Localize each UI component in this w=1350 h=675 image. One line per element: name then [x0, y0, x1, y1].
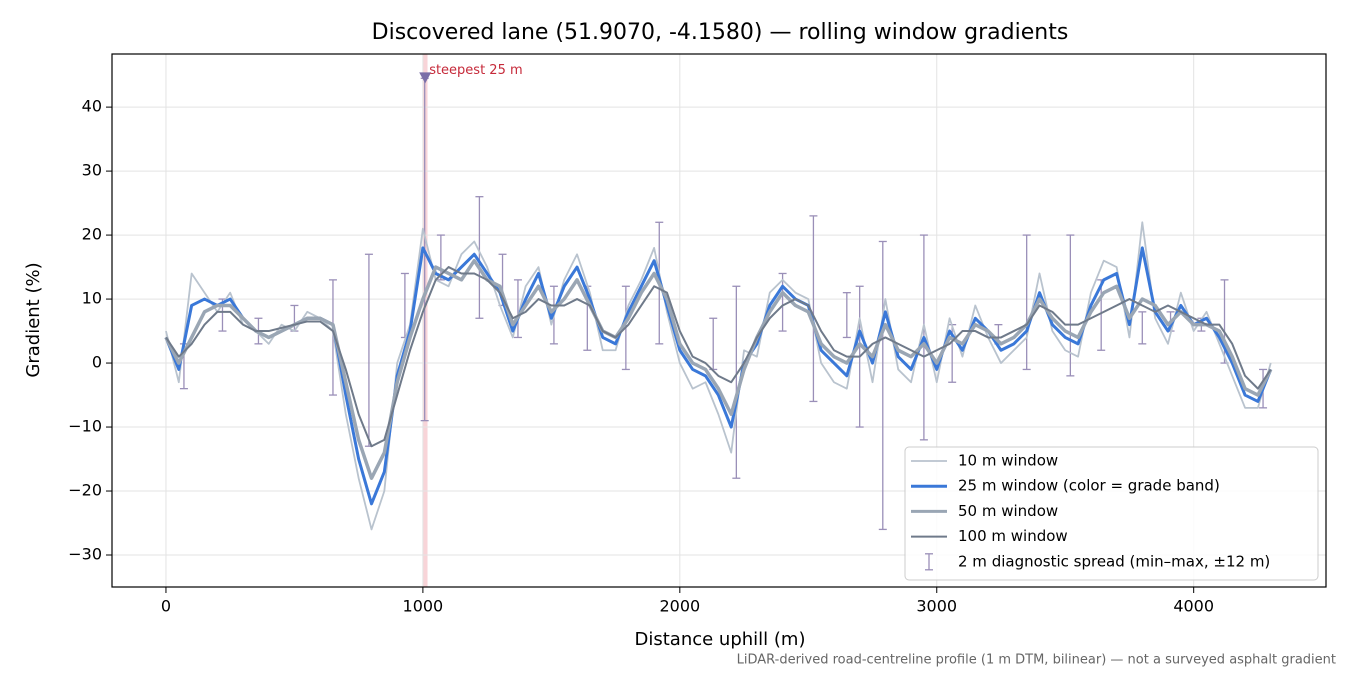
error-bar [1022, 234, 1031, 371]
error-bar [513, 279, 522, 339]
error-bar [809, 215, 818, 403]
error-bar [475, 196, 484, 319]
y-tick-label: 10 [82, 289, 102, 308]
x-tick-label: 2000 [659, 597, 700, 616]
chart-title: Discovered lane (51.9070, -4.1580) — rol… [372, 20, 1069, 45]
steepest-marker [419, 72, 432, 84]
error-bar [709, 317, 718, 371]
x-tick-label: 4000 [1173, 597, 1214, 616]
plot-frame [111, 53, 1327, 588]
error-bar [436, 234, 445, 281]
legend-label: 2 m diagnostic spread (min–max, ±12 m) [958, 552, 1270, 570]
error-bar [1138, 311, 1147, 345]
series-line [164, 258, 1273, 480]
error-bar [400, 272, 409, 339]
series-line [165, 266, 1272, 448]
steepest-label: steepest 25 m [429, 63, 522, 78]
error-bar [364, 253, 373, 447]
legend-label: 10 m window [958, 452, 1058, 470]
error-bar [732, 285, 741, 479]
y-tick-label: 0 [92, 353, 102, 372]
legend-label: 100 m window [958, 527, 1068, 545]
error-bar [328, 279, 337, 396]
legend-label: 50 m window [958, 502, 1058, 520]
x-tick-label: 3000 [916, 597, 957, 616]
legend-swatch [925, 553, 933, 571]
error-bar [778, 272, 787, 332]
y-tick-label: −30 [68, 545, 102, 564]
error-bar [878, 240, 887, 531]
y-tick-label: 30 [82, 161, 102, 180]
x-axis-label: Distance uphill (m) [635, 629, 806, 650]
error-bar [842, 292, 851, 339]
x-tick-label: 1000 [403, 597, 444, 616]
x-tick-label: 0 [161, 597, 171, 616]
y-axis-label: Gradient (%) [23, 262, 44, 377]
footnote: LiDAR-derived road-centreline profile (1… [737, 653, 1336, 668]
y-tick-label: 20 [82, 225, 102, 244]
legend-label: 25 m window (color = grade band) [958, 477, 1220, 495]
y-tick-label: 40 [82, 97, 102, 116]
legend-box [904, 446, 1319, 581]
y-tick-label: −10 [68, 417, 102, 436]
y-tick-label: −20 [68, 481, 102, 500]
